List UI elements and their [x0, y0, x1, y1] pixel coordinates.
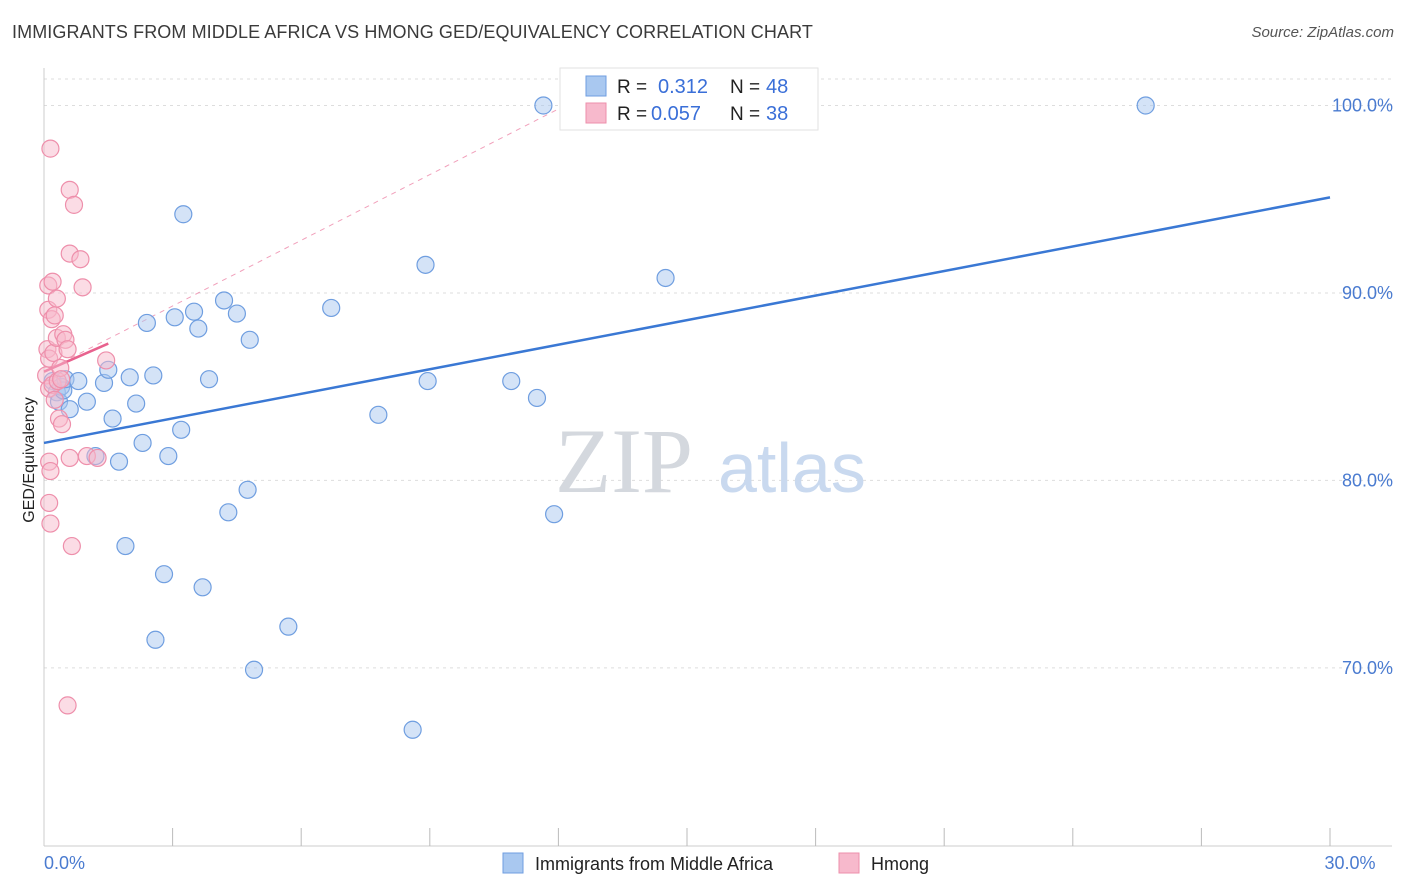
point-blue-30: [214, 291, 234, 310]
legend-top: R = 0.312 N = 48 R = 0.057 N = 38: [559, 67, 819, 131]
point-pink-8: [41, 461, 60, 481]
legend-swatch-pink: [585, 102, 607, 124]
point-blue-15: [120, 368, 139, 387]
point-blue-34: [240, 330, 259, 349]
point-blue-37: [322, 298, 341, 318]
point-blue-22: [159, 446, 178, 466]
point-blue-31: [219, 503, 238, 522]
legend-swatch-blue: [585, 75, 607, 97]
point-blue-19: [144, 366, 163, 385]
legend-n-label-blue: N =: [730, 77, 760, 98]
point-pink-26: [58, 340, 77, 359]
point-pink-18: [47, 289, 66, 308]
y-tick-labels: 70.0% 80.0% 90.0% 100.0%: [1332, 95, 1393, 677]
point-blue-39: [403, 720, 422, 739]
y-tick-label-2: 90.0%: [1342, 283, 1393, 303]
point-pink-23: [52, 415, 72, 434]
point-pink-11: [43, 272, 62, 291]
legend-bottom-label-blue: Immigrants from Middle Africa: [535, 854, 774, 874]
legend-r-label-pink: R =: [617, 104, 647, 125]
legend-n-value-pink: 38: [766, 103, 788, 125]
legend-bottom-label-pink: Hmong: [871, 854, 929, 874]
point-pink-15: [41, 139, 60, 158]
legend-r-label-blue: R =: [617, 77, 647, 98]
point-blue-47: [1136, 96, 1155, 115]
legend-bottom: Immigrants from Middle Africa Hmong: [502, 852, 929, 874]
trend-line-blue: [43, 196, 1331, 445]
point-blue-29: [199, 370, 219, 389]
point-pink-34: [73, 278, 92, 297]
point-blue-43: [527, 388, 547, 408]
point-blue-13: [109, 452, 129, 471]
point-pink-9: [41, 514, 60, 533]
y-tick-label-3: 100.0%: [1332, 95, 1393, 115]
point-blue-38: [369, 405, 388, 424]
point-blue-24: [172, 420, 191, 439]
point-blue-25: [174, 205, 193, 224]
point-blue-44: [534, 96, 553, 115]
point-pink-33: [71, 250, 90, 269]
point-blue-21: [154, 565, 174, 584]
y-tick-label-0: 70.0%: [1342, 658, 1393, 678]
x-tick-label-1: 30.0%: [1324, 853, 1375, 873]
watermark-zip: ZIP: [555, 410, 693, 512]
point-pink-22: [52, 370, 71, 389]
point-blue-18: [137, 313, 156, 333]
point-pink-16: [45, 306, 64, 325]
point-blue-35: [244, 660, 264, 679]
grid-lines: [44, 78, 1392, 669]
point-pink-27: [58, 696, 77, 715]
point-blue-46: [656, 268, 675, 288]
watermark: ZIP atlas: [555, 410, 866, 512]
point-pink-31: [62, 536, 81, 556]
point-blue-7: [69, 371, 88, 391]
point-pink-37: [97, 351, 116, 370]
point-blue-32: [227, 304, 246, 323]
trend-extension-pink: [43, 97, 581, 373]
legend-n-value-blue: 48: [766, 76, 788, 98]
point-pink-32: [64, 195, 84, 214]
legend-n-label-pink: N =: [730, 104, 760, 125]
point-blue-17: [133, 433, 152, 453]
point-blue-26: [184, 302, 204, 321]
y-tick-label-1: 80.0%: [1342, 470, 1393, 490]
legend-r-value-pink: 0.057: [651, 103, 701, 125]
point-blue-28: [193, 578, 212, 597]
point-blue-40: [416, 255, 435, 274]
point-pink-30: [60, 180, 79, 199]
axes: [43, 68, 1392, 847]
point-blue-27: [189, 319, 208, 338]
point-blue-45: [545, 505, 564, 524]
x-tick-labels: 0.0% 30.0%: [44, 853, 1376, 873]
legend-bottom-swatch-blue: [502, 852, 524, 874]
watermark-atlas: atlas: [718, 429, 866, 507]
point-blue-14: [116, 536, 135, 556]
chart-title: IMMIGRANTS FROM MIDDLE AFRICA VS HMONG G…: [12, 22, 813, 42]
point-blue-42: [502, 371, 521, 391]
point-blue-33: [238, 480, 257, 499]
point-blue-8: [77, 392, 96, 411]
point-blue-23: [165, 308, 184, 327]
point-pink-14: [45, 390, 64, 409]
point-blue-12: [103, 409, 122, 428]
legend-bottom-swatch-pink: [838, 852, 860, 874]
point-pink-7: [40, 493, 59, 513]
point-pink-36: [88, 448, 107, 468]
point-blue-16: [127, 394, 146, 413]
trend-lines: [43, 97, 1331, 445]
point-pink-29: [60, 448, 79, 468]
data-points: [37, 96, 1155, 739]
y-axis-title: GED/Equivalency: [21, 397, 38, 522]
point-blue-20: [146, 630, 165, 649]
legend-r-value-blue: 0.312: [658, 76, 708, 98]
x-tick-label-0: 0.0%: [44, 853, 85, 873]
point-blue-41: [418, 371, 437, 391]
source-credit: Source: ZipAtlas.com: [1251, 24, 1394, 41]
point-blue-36: [279, 617, 298, 636]
